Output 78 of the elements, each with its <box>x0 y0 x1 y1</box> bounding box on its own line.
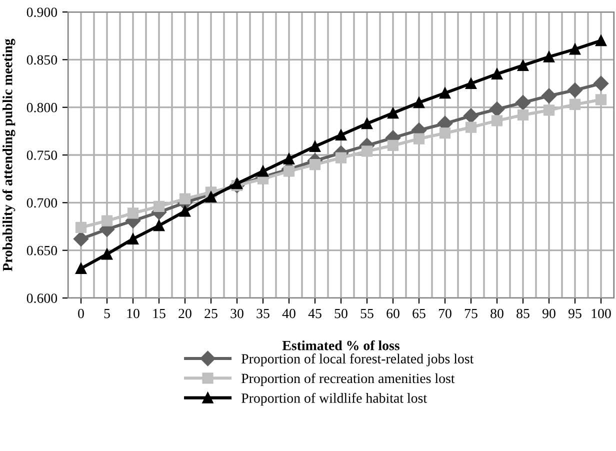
point <box>73 231 89 246</box>
x-tick-label: 0 <box>78 308 84 318</box>
point <box>361 146 373 157</box>
y-tick-label: 0.650 <box>26 246 58 256</box>
x-tick-label: 40 <box>282 308 296 318</box>
y-tick-label: 0.900 <box>26 8 58 18</box>
y-tick-label: 0.700 <box>26 198 58 208</box>
point <box>413 133 425 144</box>
point <box>413 97 425 108</box>
x-tick-label: 90 <box>542 308 556 318</box>
point <box>491 68 503 80</box>
point <box>515 94 531 110</box>
point <box>491 115 503 126</box>
point <box>543 51 555 62</box>
y-tick-label: 0.850 <box>26 55 58 65</box>
x-tick-label: 95 <box>568 308 582 318</box>
y-tick-label: 0.800 <box>26 102 58 112</box>
point <box>463 108 479 124</box>
x-tick-label: 50 <box>334 308 348 318</box>
point <box>75 222 87 234</box>
point <box>179 206 191 217</box>
x-tick-label: 20 <box>178 308 192 318</box>
point <box>283 166 295 177</box>
x-tick-label: 10 <box>127 308 140 318</box>
point <box>517 109 529 121</box>
point <box>127 208 139 219</box>
point <box>335 152 347 164</box>
point <box>541 88 557 104</box>
x-tick-label: 30 <box>230 308 244 318</box>
point <box>517 60 529 71</box>
y-axis-title: Probability of attending public meeting <box>2 38 16 272</box>
point <box>153 200 165 212</box>
x-tick-label: 55 <box>360 308 374 318</box>
x-tick-label: 35 <box>256 308 270 318</box>
point <box>595 35 607 46</box>
legend-label: Proportion of recreation amenities lost <box>242 373 455 386</box>
point <box>75 262 87 274</box>
point <box>101 248 113 260</box>
point <box>439 87 451 99</box>
point <box>465 122 477 133</box>
point <box>127 233 139 244</box>
point <box>335 129 347 141</box>
point <box>465 78 477 90</box>
point <box>569 44 581 55</box>
point <box>543 104 555 116</box>
x-tick-label: 45 <box>308 308 322 318</box>
point <box>205 191 217 203</box>
point <box>593 76 609 92</box>
x-tick-label: 100 <box>592 308 611 318</box>
x-tick-label: 25 <box>204 308 218 318</box>
point <box>257 166 269 177</box>
legend-label: Proportion of wildlife habitat lost <box>242 392 427 406</box>
point <box>489 102 505 117</box>
point <box>101 215 113 226</box>
point <box>567 82 583 98</box>
point <box>283 153 295 164</box>
y-tick-label: 0.600 <box>26 294 58 304</box>
point <box>439 128 451 139</box>
point <box>387 140 399 152</box>
point <box>595 94 607 106</box>
legend-label: Proportion of local forest-related jobs lost <box>242 354 474 366</box>
x-tick-label: 60 <box>386 308 400 318</box>
point <box>309 158 321 170</box>
x-tick-label: 70 <box>438 308 452 318</box>
x-tick-label: 75 <box>464 308 478 318</box>
x-tick-label: 65 <box>412 308 426 318</box>
point <box>387 107 399 119</box>
point <box>153 220 165 232</box>
point <box>309 140 321 152</box>
x-tick-label: 15 <box>153 308 166 318</box>
x-axis-title: Estimated % of loss <box>282 340 400 350</box>
x-tick-label: 5 <box>104 308 110 318</box>
x-tick-label: 85 <box>516 308 530 318</box>
point <box>569 98 581 110</box>
point <box>179 193 191 204</box>
y-tick-label: 0.750 <box>26 150 58 160</box>
x-tick-label: 80 <box>490 308 504 318</box>
point <box>361 118 373 130</box>
